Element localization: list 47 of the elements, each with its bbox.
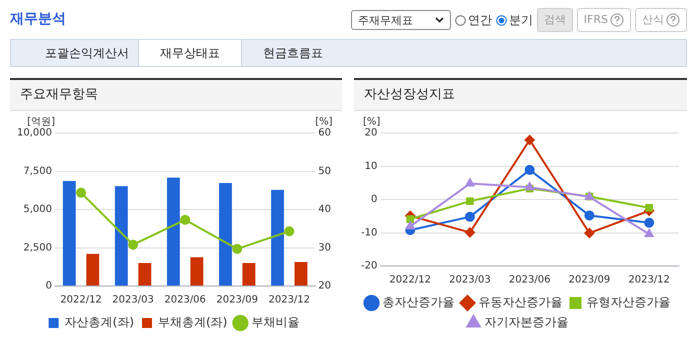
legend-label: 자기자본증가율	[484, 315, 568, 330]
x-tick-label: 2022/12	[389, 274, 431, 286]
legend-label: 자산총계(좌)	[64, 315, 134, 330]
text: 산식	[635, 8, 687, 32]
y-tick-label: 7,500	[23, 166, 52, 177]
y2-tick-label: 30	[318, 242, 332, 254]
y2-tick-label: 40	[318, 204, 332, 216]
y-tick-label: -20	[360, 260, 378, 272]
text: 분기	[508, 12, 533, 28]
y2-axis-title: [%]	[315, 116, 333, 128]
y-tick-label: 5,000	[23, 204, 52, 216]
chart-title: 자산성장성지표	[354, 78, 687, 111]
text: 주재무제표	[358, 12, 413, 28]
legend-label: 부채비율	[251, 315, 300, 330]
legend-label: 유동자산증가율	[478, 295, 562, 310]
x-tick-label: 2023/06	[508, 274, 550, 286]
y2-tick-label: 50	[318, 166, 332, 177]
y2-tick-label: 60	[318, 128, 332, 139]
x-tick-label: 2023/12	[268, 294, 310, 306]
text: 재무분석	[10, 10, 66, 28]
y-axis-title: [억원]	[27, 116, 56, 128]
text: 연간	[466, 12, 492, 28]
y-tick-label: -10	[360, 227, 378, 238]
y-tick-label: 10,000	[16, 128, 52, 139]
y-tick-label: 2,500	[23, 242, 52, 254]
x-tick-label: 2023/03	[112, 294, 154, 306]
x-tick-label: 2023/09	[568, 274, 610, 286]
text: 재무상태표	[138, 40, 242, 66]
x-tick-label: 2023/03	[449, 274, 491, 286]
legend-label: 총자산증가율	[382, 295, 454, 310]
legend-label: 유형자산증가율	[586, 295, 670, 310]
text: 현금흐름표	[262, 45, 324, 62]
x-tick-label: 2022/12	[60, 294, 102, 306]
legend-label: 부채총계(좌)	[158, 315, 228, 330]
y-tick-label: 0	[370, 194, 378, 206]
y-tick-label: 0	[46, 280, 52, 292]
y2-tick-label: 20	[318, 280, 332, 292]
x-tick-label: 2023/09	[216, 294, 258, 306]
text: 포괄손익계산서	[44, 45, 130, 62]
text: 검색	[536, 8, 573, 32]
x-tick-label: 2023/12	[628, 274, 670, 286]
y-tick-label: 20	[364, 128, 378, 139]
x-tick-label: 2023/06	[164, 294, 206, 306]
y-axis-title: [%]	[363, 116, 380, 128]
chart-title: 주요재무항목	[10, 78, 342, 111]
text: IFRS	[576, 8, 631, 32]
y-tick-label: 10	[364, 160, 378, 172]
